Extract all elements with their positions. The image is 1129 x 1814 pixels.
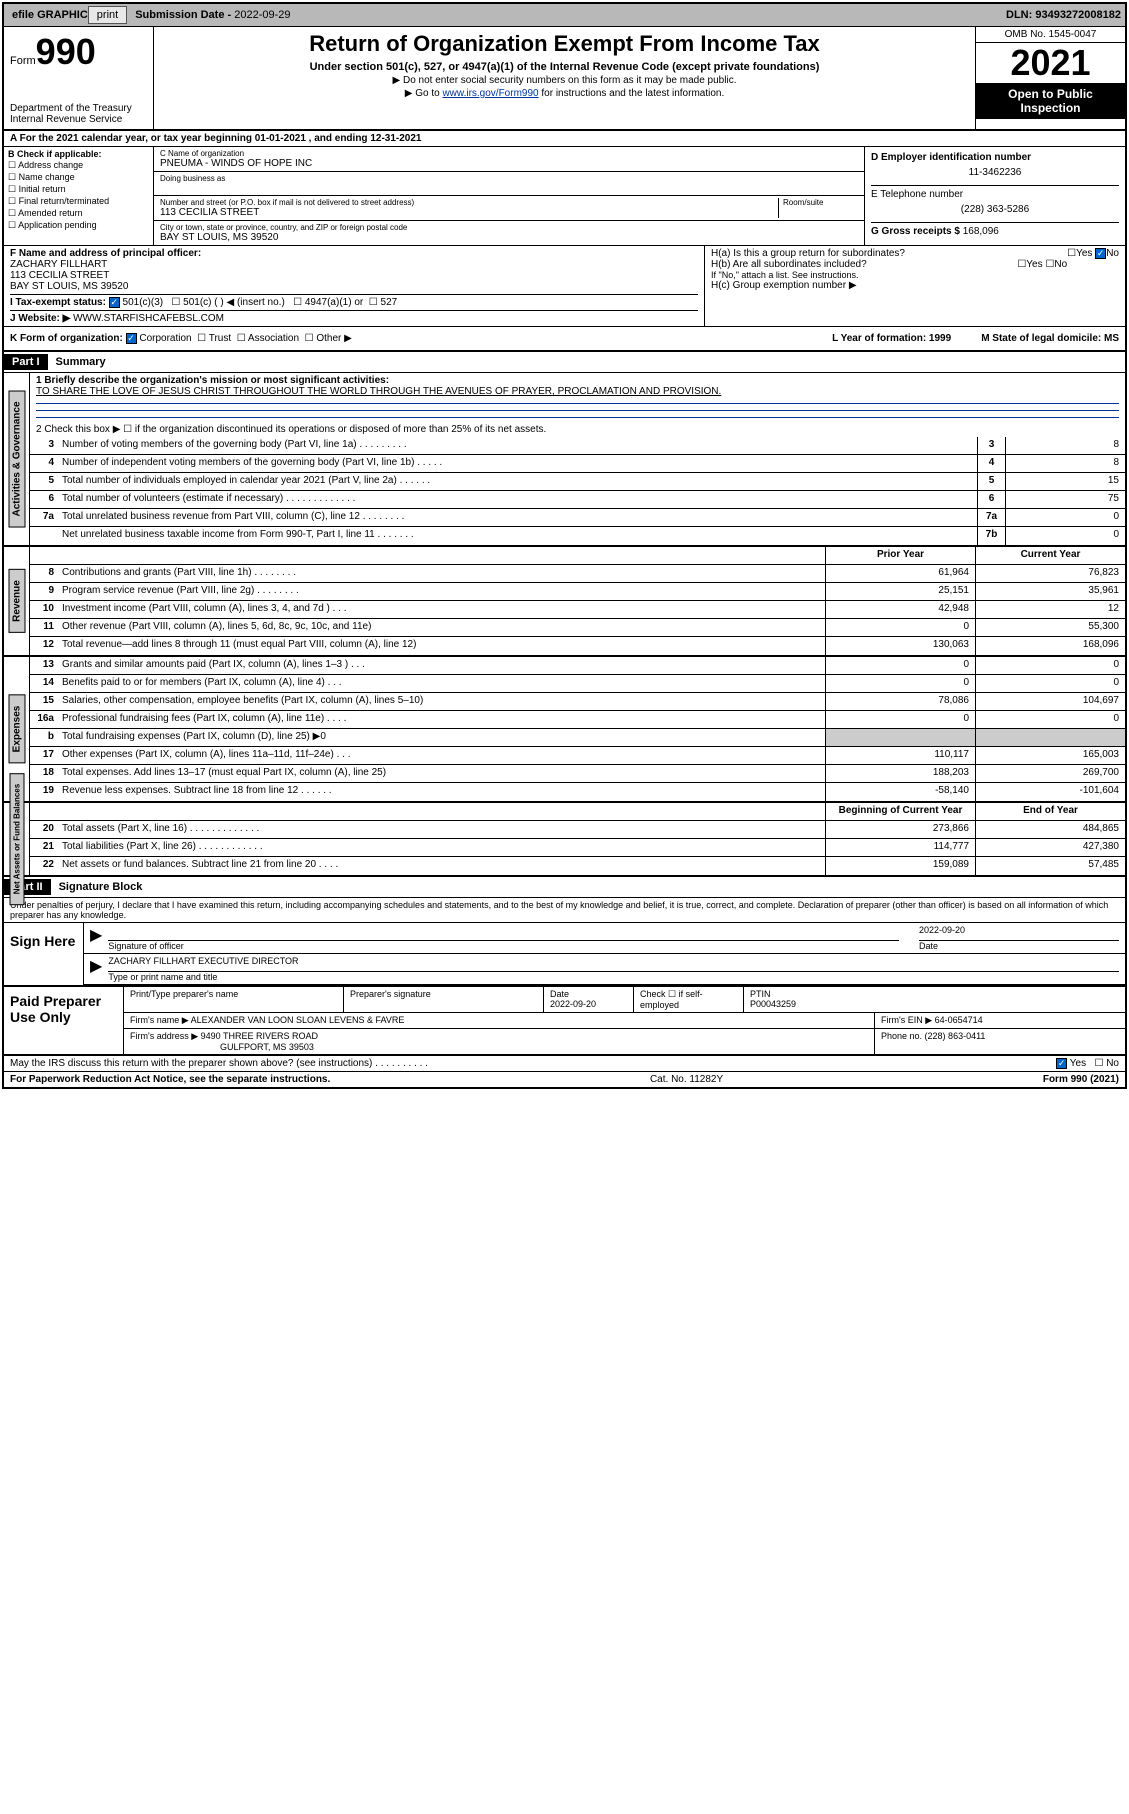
preparer-block: Paid Preparer Use Only Print/Type prepar…	[4, 987, 1125, 1056]
netassets-section: Net Assets or Fund Balances Beginning of…	[4, 803, 1125, 877]
header-mid: Return of Organization Exempt From Incom…	[154, 27, 975, 129]
col-c: C Name of organizationPNEUMA - WINDS OF …	[154, 147, 865, 245]
part1-header: Part ISummary	[4, 352, 1125, 373]
row-fij: F Name and address of principal officer:…	[4, 246, 1125, 327]
line-a: A For the 2021 calendar year, or tax yea…	[4, 131, 1125, 147]
topbar: efile GRAPHIC print Submission Date - 20…	[4, 4, 1125, 27]
header: Form990 Department of the Treasury Inter…	[4, 27, 1125, 131]
checkbox-discuss-yes[interactable]: ✓	[1056, 1058, 1067, 1069]
form-title: Return of Organization Exempt From Incom…	[162, 31, 967, 57]
irs-link[interactable]: www.irs.gov/Form990	[442, 88, 538, 99]
footer-line: For Paperwork Reduction Act Notice, see …	[4, 1072, 1125, 1087]
discuss-row: May the IRS discuss this return with the…	[4, 1056, 1125, 1072]
governance-section: Activities & Governance 1 Briefly descri…	[4, 373, 1125, 547]
row-k: K Form of organization: ✓ Corporation ☐ …	[4, 327, 1125, 352]
col-b: B Check if applicable: ☐ Address change …	[4, 147, 154, 245]
revenue-section: Revenue Prior YearCurrent Year 8Contribu…	[4, 547, 1125, 657]
expenses-section: Expenses 13Grants and similar amounts pa…	[4, 657, 1125, 803]
col-d: D Employer identification number11-34622…	[865, 147, 1125, 245]
print-button[interactable]: print	[88, 6, 127, 24]
block-bcd: B Check if applicable: ☐ Address change …	[4, 147, 1125, 246]
sig-intro: Under penalties of perjury, I declare th…	[4, 898, 1125, 923]
checkbox-ha-no[interactable]: ✓	[1095, 248, 1106, 259]
header-right: OMB No. 1545-0047 2021 Open to Public In…	[975, 27, 1125, 129]
submission-date: Submission Date - 2022-09-29	[135, 9, 290, 21]
header-left: Form990 Department of the Treasury Inter…	[4, 27, 154, 129]
checkbox-501c3[interactable]: ✓	[109, 297, 120, 308]
part2-header: Part IISignature Block	[4, 877, 1125, 898]
checkbox-corp[interactable]: ✓	[126, 333, 137, 344]
sign-here-block: Sign Here ▶Signature of officer2022-09-2…	[4, 923, 1125, 987]
dln: DLN: 93493272008182	[1006, 9, 1121, 21]
efile-label: efile GRAPHIC	[12, 9, 88, 21]
form-page: efile GRAPHIC print Submission Date - 20…	[2, 2, 1127, 1089]
